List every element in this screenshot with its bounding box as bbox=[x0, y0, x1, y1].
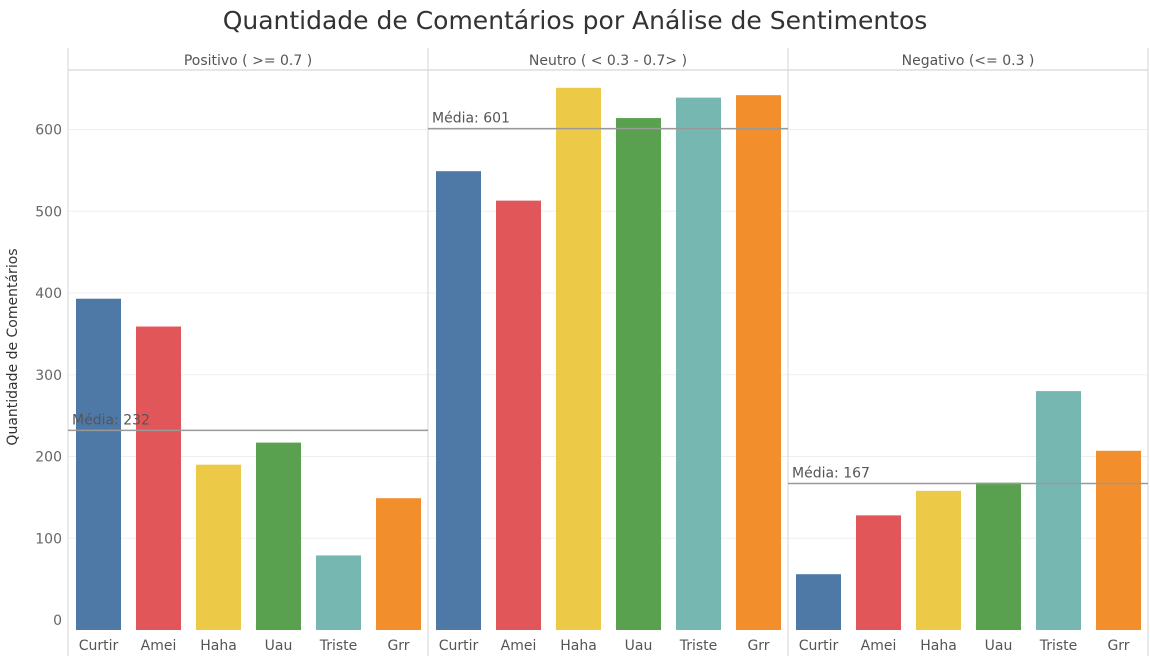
x-tick-label: Uau bbox=[985, 638, 1013, 654]
bar-triste bbox=[316, 555, 361, 630]
bar-grr bbox=[736, 95, 781, 631]
panel-label: Positivo ( >= 0.7 ) bbox=[184, 53, 312, 69]
x-tick-label: Triste bbox=[319, 638, 358, 654]
bar-grr bbox=[1096, 450, 1141, 630]
x-tick-label: Amei bbox=[141, 638, 177, 654]
x-tick-label: Grr bbox=[1107, 638, 1129, 654]
bar-uau bbox=[256, 442, 301, 630]
x-tick-label: Amei bbox=[501, 638, 537, 654]
y-tick-label: 0 bbox=[53, 613, 62, 629]
x-tick-label: Triste bbox=[1039, 638, 1078, 654]
y-axis-label: Quantidade de Comentários bbox=[5, 248, 21, 445]
panel-label: Neutro ( < 0.3 - 0.7> ) bbox=[529, 53, 687, 69]
y-tick-label: 600 bbox=[35, 123, 62, 139]
x-tick-label: Grr bbox=[747, 638, 769, 654]
x-tick-label: Curtir bbox=[79, 638, 119, 654]
x-tick-label: Grr bbox=[387, 638, 409, 654]
x-tick-label: Uau bbox=[265, 638, 293, 654]
y-tick-label: 500 bbox=[35, 204, 62, 220]
bar-amei bbox=[136, 326, 181, 630]
bar-amei bbox=[856, 515, 901, 630]
bar-triste bbox=[676, 97, 721, 631]
bar-uau bbox=[616, 118, 661, 631]
x-tick-label: Curtir bbox=[799, 638, 839, 654]
bar-haha bbox=[916, 490, 961, 630]
bar-curtir bbox=[796, 574, 841, 630]
panel-label: Negativo (<= 0.3 ) bbox=[902, 53, 1035, 69]
bar-grr bbox=[376, 498, 421, 630]
y-tick-label: 100 bbox=[35, 531, 62, 547]
bar-uau bbox=[976, 482, 1021, 630]
bar-curtir bbox=[436, 171, 481, 630]
y-tick-label: 200 bbox=[35, 450, 62, 466]
y-tick-label: 300 bbox=[35, 368, 62, 384]
x-tick-label: Uau bbox=[625, 638, 653, 654]
x-tick-label: Haha bbox=[560, 638, 597, 654]
x-tick-label: Haha bbox=[200, 638, 237, 654]
average-label: Média: 167 bbox=[792, 465, 870, 481]
y-tick-label: 400 bbox=[35, 286, 62, 302]
average-label: Média: 232 bbox=[72, 412, 150, 428]
bar-haha bbox=[196, 464, 241, 630]
x-tick-label: Haha bbox=[920, 638, 957, 654]
x-tick-label: Curtir bbox=[439, 638, 479, 654]
x-tick-label: Amei bbox=[861, 638, 897, 654]
x-tick-label: Triste bbox=[679, 638, 718, 654]
bar-haha bbox=[556, 87, 601, 631]
bar-amei bbox=[496, 200, 541, 630]
chart-title: Quantidade de Comentários por Análise de… bbox=[222, 6, 928, 35]
bar-curtir bbox=[76, 298, 121, 630]
average-label: Média: 601 bbox=[432, 111, 510, 127]
bar-triste bbox=[1036, 391, 1081, 630]
